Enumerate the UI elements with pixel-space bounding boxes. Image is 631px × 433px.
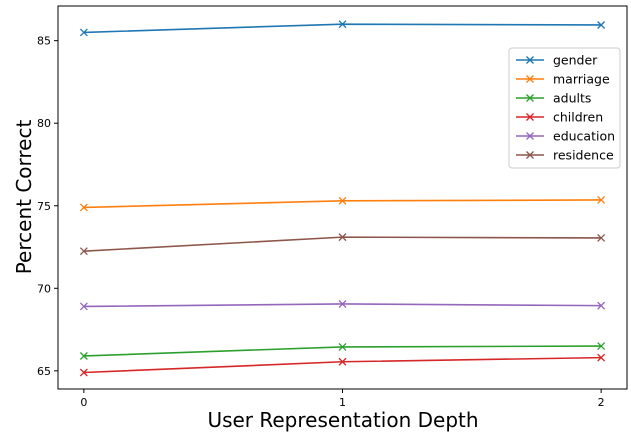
legend-item-marriage: marriage bbox=[516, 72, 610, 87]
series-children bbox=[79, 353, 606, 377]
series-education bbox=[79, 300, 606, 311]
y-tick-label: 70 bbox=[37, 282, 51, 295]
legend-item-children: children bbox=[516, 110, 603, 125]
y-tick-label: 65 bbox=[37, 365, 51, 378]
legend-item-residence: residence bbox=[516, 148, 614, 163]
data-point-residence bbox=[597, 233, 606, 242]
data-point-children bbox=[597, 353, 606, 362]
legend-label: gender bbox=[553, 53, 598, 68]
y-tick-label: 75 bbox=[37, 200, 51, 213]
legend-label: residence bbox=[553, 148, 614, 163]
series-layer bbox=[79, 20, 606, 377]
y-axis-ticks: 65 70 75 80 85 bbox=[37, 35, 58, 378]
data-point-gender bbox=[597, 21, 606, 29]
series-gender bbox=[79, 20, 606, 37]
data-point-adults bbox=[338, 342, 347, 351]
legend-marker bbox=[526, 113, 534, 121]
series-residence bbox=[79, 233, 606, 256]
data-point-adults bbox=[597, 342, 606, 351]
y-tick-label: 80 bbox=[37, 117, 51, 130]
legend-marker bbox=[526, 56, 534, 64]
legend-item-gender: gender bbox=[516, 53, 598, 68]
data-point-gender bbox=[338, 20, 347, 29]
series-marriage bbox=[79, 196, 606, 212]
data-point-children bbox=[79, 368, 88, 377]
x-axis-title: User Representation Depth bbox=[207, 408, 478, 432]
legend-frame bbox=[508, 47, 621, 169]
legend-item-adults: adults bbox=[516, 91, 591, 106]
legend-marker bbox=[526, 132, 534, 140]
legend-label: adults bbox=[553, 91, 591, 106]
legend-marker bbox=[526, 94, 534, 102]
data-point-education bbox=[338, 300, 347, 308]
x-axis-ticks: 0 1 2 bbox=[80, 389, 605, 409]
x-tick-label: 2 bbox=[598, 396, 605, 409]
legend-label: marriage bbox=[553, 72, 610, 87]
data-point-gender bbox=[79, 28, 88, 37]
data-point-marriage bbox=[79, 203, 88, 212]
data-point-education bbox=[597, 301, 606, 310]
data-point-marriage bbox=[338, 196, 347, 205]
data-point-residence bbox=[338, 233, 347, 242]
data-point-children bbox=[338, 357, 347, 366]
legend-item-education: education bbox=[516, 129, 615, 144]
legend: gender marriage adults children education res… bbox=[508, 47, 621, 169]
y-axis-title: Percent Correct bbox=[12, 120, 36, 275]
x-tick-label: 1 bbox=[339, 396, 346, 409]
legend-label: children bbox=[553, 110, 603, 125]
x-tick-label: 0 bbox=[80, 396, 87, 409]
legend-marker bbox=[526, 151, 534, 159]
data-point-residence bbox=[79, 247, 88, 256]
data-point-adults bbox=[79, 352, 88, 360]
series-line-gender bbox=[83, 23, 602, 34]
series-adults bbox=[79, 342, 606, 360]
legend-label: education bbox=[553, 129, 615, 144]
series-line-residence bbox=[83, 236, 602, 252]
y-tick-label: 85 bbox=[37, 35, 51, 48]
legend-marker bbox=[526, 75, 534, 83]
data-point-marriage bbox=[597, 196, 606, 204]
data-point-education bbox=[79, 302, 88, 311]
series-line-children bbox=[83, 356, 602, 374]
